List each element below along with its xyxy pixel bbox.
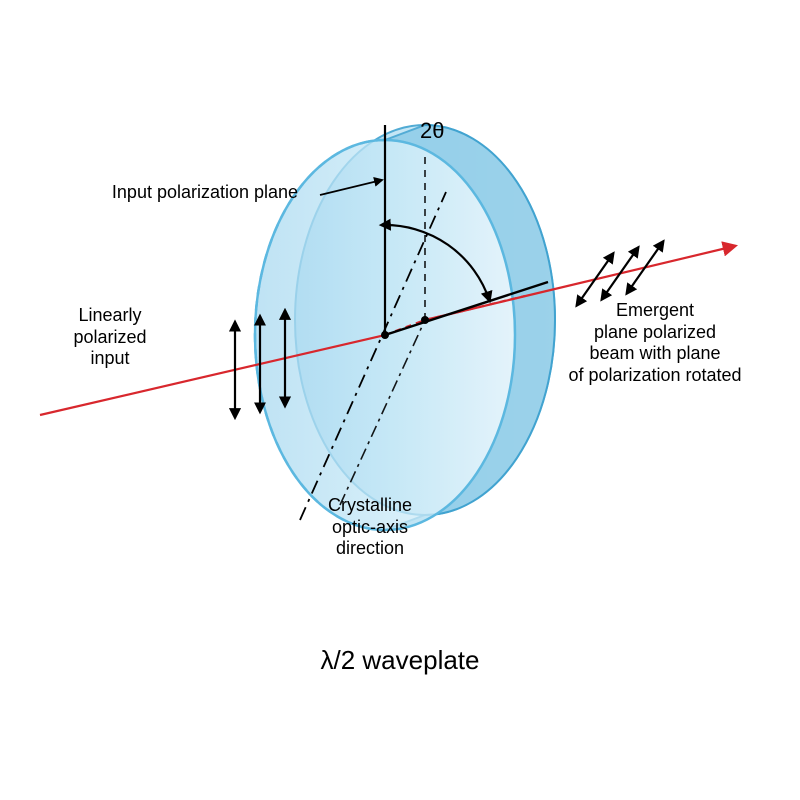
label-emergent: Emergent plane polarized beam with plane… [540, 300, 770, 386]
label-angle: 2θ [420, 118, 460, 144]
label-input-plane: Input polarization plane [85, 182, 325, 204]
label-linearly: Linearly polarized input [50, 305, 170, 370]
label-crystalline: Crystalline optic-axis direction [310, 495, 430, 560]
waveplate-diagram [0, 0, 800, 800]
diagram-title: λ/2 waveplate [260, 645, 540, 676]
